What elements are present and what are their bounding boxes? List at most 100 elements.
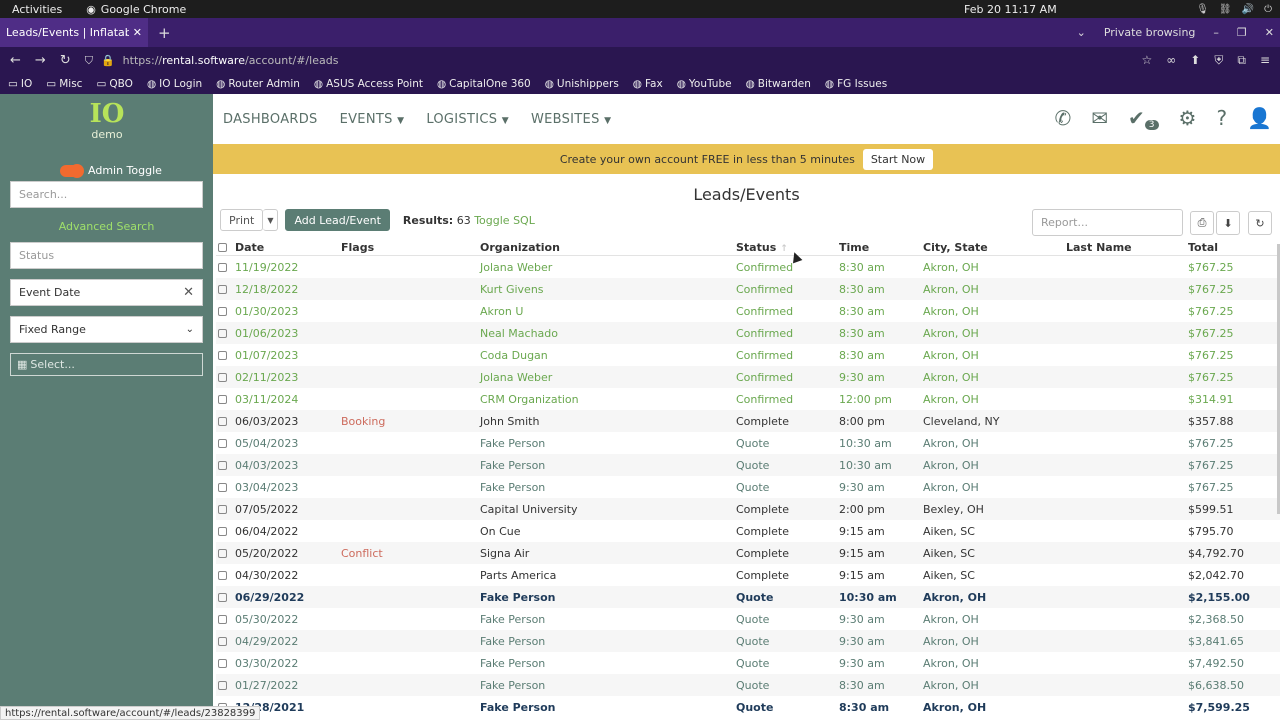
tab-list-chevron-icon[interactable]: ⌄	[1076, 26, 1086, 39]
bookmark-item[interactable]: ◍ ASUS Access Point	[314, 78, 423, 90]
table-row[interactable]: 06/03/2023 Booking John Smith Complete 8:00 …	[216, 410, 1280, 432]
tasks-check-icon[interactable]: ✔ 3	[1128, 106, 1159, 130]
row-checkbox[interactable]	[218, 460, 227, 470]
system-tray[interactable]: 🎙 ⛓ 🔊 ⏻	[1196, 4, 1272, 15]
cell-date[interactable]: 01/30/2023	[235, 304, 299, 318]
range-select[interactable]: Fixed Range ⌄	[10, 316, 203, 343]
new-tab-button[interactable]: +	[158, 23, 171, 42]
cell-organization[interactable]: Neal Machado	[480, 326, 558, 340]
bookmark-item[interactable]: ◍ Bitwarden	[746, 78, 811, 90]
col-status-header[interactable]: Status ↑	[736, 241, 788, 254]
row-checkbox[interactable]	[218, 438, 227, 448]
cell-date[interactable]: 04/03/2023	[235, 458, 299, 472]
row-checkbox[interactable]	[218, 350, 227, 360]
bookmark-item[interactable]: ◍ CapitalOne 360	[437, 78, 531, 90]
close-window-button[interactable]: ✕	[1264, 26, 1274, 39]
bookmark-item[interactable]: ◍ FG Issues	[825, 78, 887, 90]
search-input[interactable]: Search...	[10, 181, 203, 208]
table-row[interactable]: 12/28/2021 Fake Person Quote 8:30 am Akron, …	[216, 696, 1280, 718]
row-checkbox[interactable]	[218, 262, 227, 272]
cell-date[interactable]: 04/29/2022	[235, 634, 299, 648]
nav-events[interactable]: EVENTS ▼	[340, 112, 405, 127]
cell-date[interactable]: 01/07/2023	[235, 348, 299, 362]
row-checkbox[interactable]	[218, 636, 227, 646]
bookmark-item[interactable]: ◍ Fax	[633, 78, 663, 90]
cell-organization[interactable]: Capital University	[480, 502, 578, 516]
cell-organization[interactable]: Signa Air	[480, 546, 530, 560]
maximize-button[interactable]: ❐	[1236, 26, 1247, 39]
row-checkbox[interactable]	[218, 284, 227, 294]
toggle-sql-link[interactable]: Toggle SQL	[474, 213, 535, 227]
col-time-header[interactable]: Time	[839, 241, 870, 254]
event-date-field[interactable]: Event Date ✕	[10, 279, 203, 306]
print-icon[interactable]: ⎙	[1190, 211, 1214, 235]
table-row[interactable]: 03/11/2024 CRM Organization Confirmed 12:00…	[216, 388, 1280, 410]
back-arrow-icon[interactable]: ←	[10, 53, 21, 68]
add-lead-event-button[interactable]: Add Lead/Event	[285, 209, 390, 231]
cell-date[interactable]: 12/18/2022	[235, 282, 299, 296]
cell-organization[interactable]: Fake Person	[480, 480, 546, 494]
cell-organization[interactable]: Akron U	[480, 304, 524, 318]
lock-icon[interactable]: 🔒	[100, 54, 115, 67]
row-checkbox[interactable]	[218, 372, 227, 382]
table-row[interactable]: 01/30/2023 Akron U Confirmed 8:30 am Akron, …	[216, 300, 1280, 322]
table-row[interactable]: 05/04/2023 Fake Person Quote 10:30 am Akron,…	[216, 432, 1280, 454]
row-checkbox[interactable]	[218, 680, 227, 690]
cell-organization[interactable]: Fake Person	[480, 612, 546, 626]
address-field[interactable]: https://rental.software/account/#/leads	[123, 54, 1142, 67]
cell-organization[interactable]: Fake Person	[480, 656, 546, 670]
col-org-header[interactable]: Organization	[480, 241, 560, 254]
app-logo[interactable]: IO demo	[80, 100, 134, 141]
row-checkbox[interactable]	[218, 394, 227, 404]
nav-dashboards[interactable]: DASHBOARDS	[223, 111, 318, 127]
cell-organization[interactable]: John Smith	[480, 414, 540, 428]
cell-date[interactable]: 06/29/2022	[235, 590, 305, 604]
table-row[interactable]: 04/30/2022 Parts America Complete 9:15 am Ai…	[216, 564, 1280, 586]
bitwarden-icon[interactable]: ⛨	[1214, 53, 1224, 67]
nav-logistics[interactable]: LOGISTICS ▼	[426, 112, 509, 127]
cell-date[interactable]: 01/27/2022	[235, 678, 299, 692]
bookmark-item[interactable]: ▭ Misc	[46, 78, 82, 90]
start-now-button[interactable]: Start Now	[862, 148, 934, 170]
table-row[interactable]: 06/04/2022 On Cue Complete 9:15 am Aiken, SC…	[216, 520, 1280, 542]
activities-button[interactable]: Activities	[12, 2, 63, 16]
cell-date[interactable]: 05/04/2023	[235, 436, 299, 450]
cell-date[interactable]: 05/30/2022	[235, 612, 299, 626]
cell-organization[interactable]: Coda Dugan	[480, 348, 548, 362]
row-checkbox[interactable]	[218, 592, 227, 602]
browser-tab[interactable]: Leads/Events | Inflatable ✕	[0, 18, 148, 47]
mail-icon[interactable]: ✉	[1091, 106, 1109, 130]
cell-organization[interactable]: Fake Person	[480, 700, 556, 714]
table-row[interactable]: 05/20/2022 Conflict Signa Air Complete 9:15 …	[216, 542, 1280, 564]
bookmark-star-icon[interactable]: ☆	[1141, 53, 1153, 67]
cell-date[interactable]: 01/06/2023	[235, 326, 299, 340]
cell-date[interactable]: 05/20/2022	[235, 546, 299, 560]
table-row[interactable]: 02/11/2023 Jolana Weber Confirmed 9:30 am Ak…	[216, 366, 1280, 388]
table-row[interactable]: 07/05/2022 Capital University Complete 2:00…	[216, 498, 1280, 520]
date-picker-input[interactable]: ▦ Select...	[10, 353, 203, 376]
row-checkbox[interactable]	[218, 658, 227, 668]
cell-organization[interactable]: Parts America	[480, 568, 557, 582]
cell-organization[interactable]: Jolana Weber	[480, 370, 553, 384]
extension-icon[interactable]: ⬆	[1190, 53, 1201, 67]
help-icon[interactable]: ?	[1216, 106, 1228, 130]
cell-date[interactable]: 04/30/2022	[235, 568, 299, 582]
cell-organization[interactable]: Fake Person	[480, 436, 546, 450]
report-input[interactable]: Report...	[1032, 209, 1183, 236]
col-city-header[interactable]: City, State	[923, 241, 988, 254]
row-checkbox[interactable]	[218, 482, 227, 492]
table-row[interactable]: 12/18/2022 Kurt Givens Confirmed 8:30 am Akr…	[216, 278, 1280, 300]
cell-date[interactable]: 06/03/2023	[235, 414, 299, 428]
cell-date[interactable]: 03/11/2024	[235, 392, 299, 406]
bookmark-item[interactable]: ◍ YouTube	[677, 78, 732, 90]
bookmark-item[interactable]: ◍ Router Admin	[216, 78, 300, 90]
phone-icon[interactable]: ✆	[1054, 106, 1072, 130]
bookmark-item[interactable]: ◍ IO Login	[147, 78, 202, 90]
cell-organization[interactable]: Fake Person	[480, 458, 546, 472]
cell-date[interactable]: 02/11/2023	[235, 370, 299, 384]
table-row[interactable]: 04/29/2022 Fake Person Quote 9:30 am Akron, …	[216, 630, 1280, 652]
row-checkbox[interactable]	[218, 416, 227, 426]
row-checkbox[interactable]	[218, 306, 227, 316]
table-row[interactable]: 01/07/2023 Coda Dugan Confirmed 8:30 am Akro…	[216, 344, 1280, 366]
print-dropdown-caret-icon[interactable]: ▼	[263, 209, 279, 231]
